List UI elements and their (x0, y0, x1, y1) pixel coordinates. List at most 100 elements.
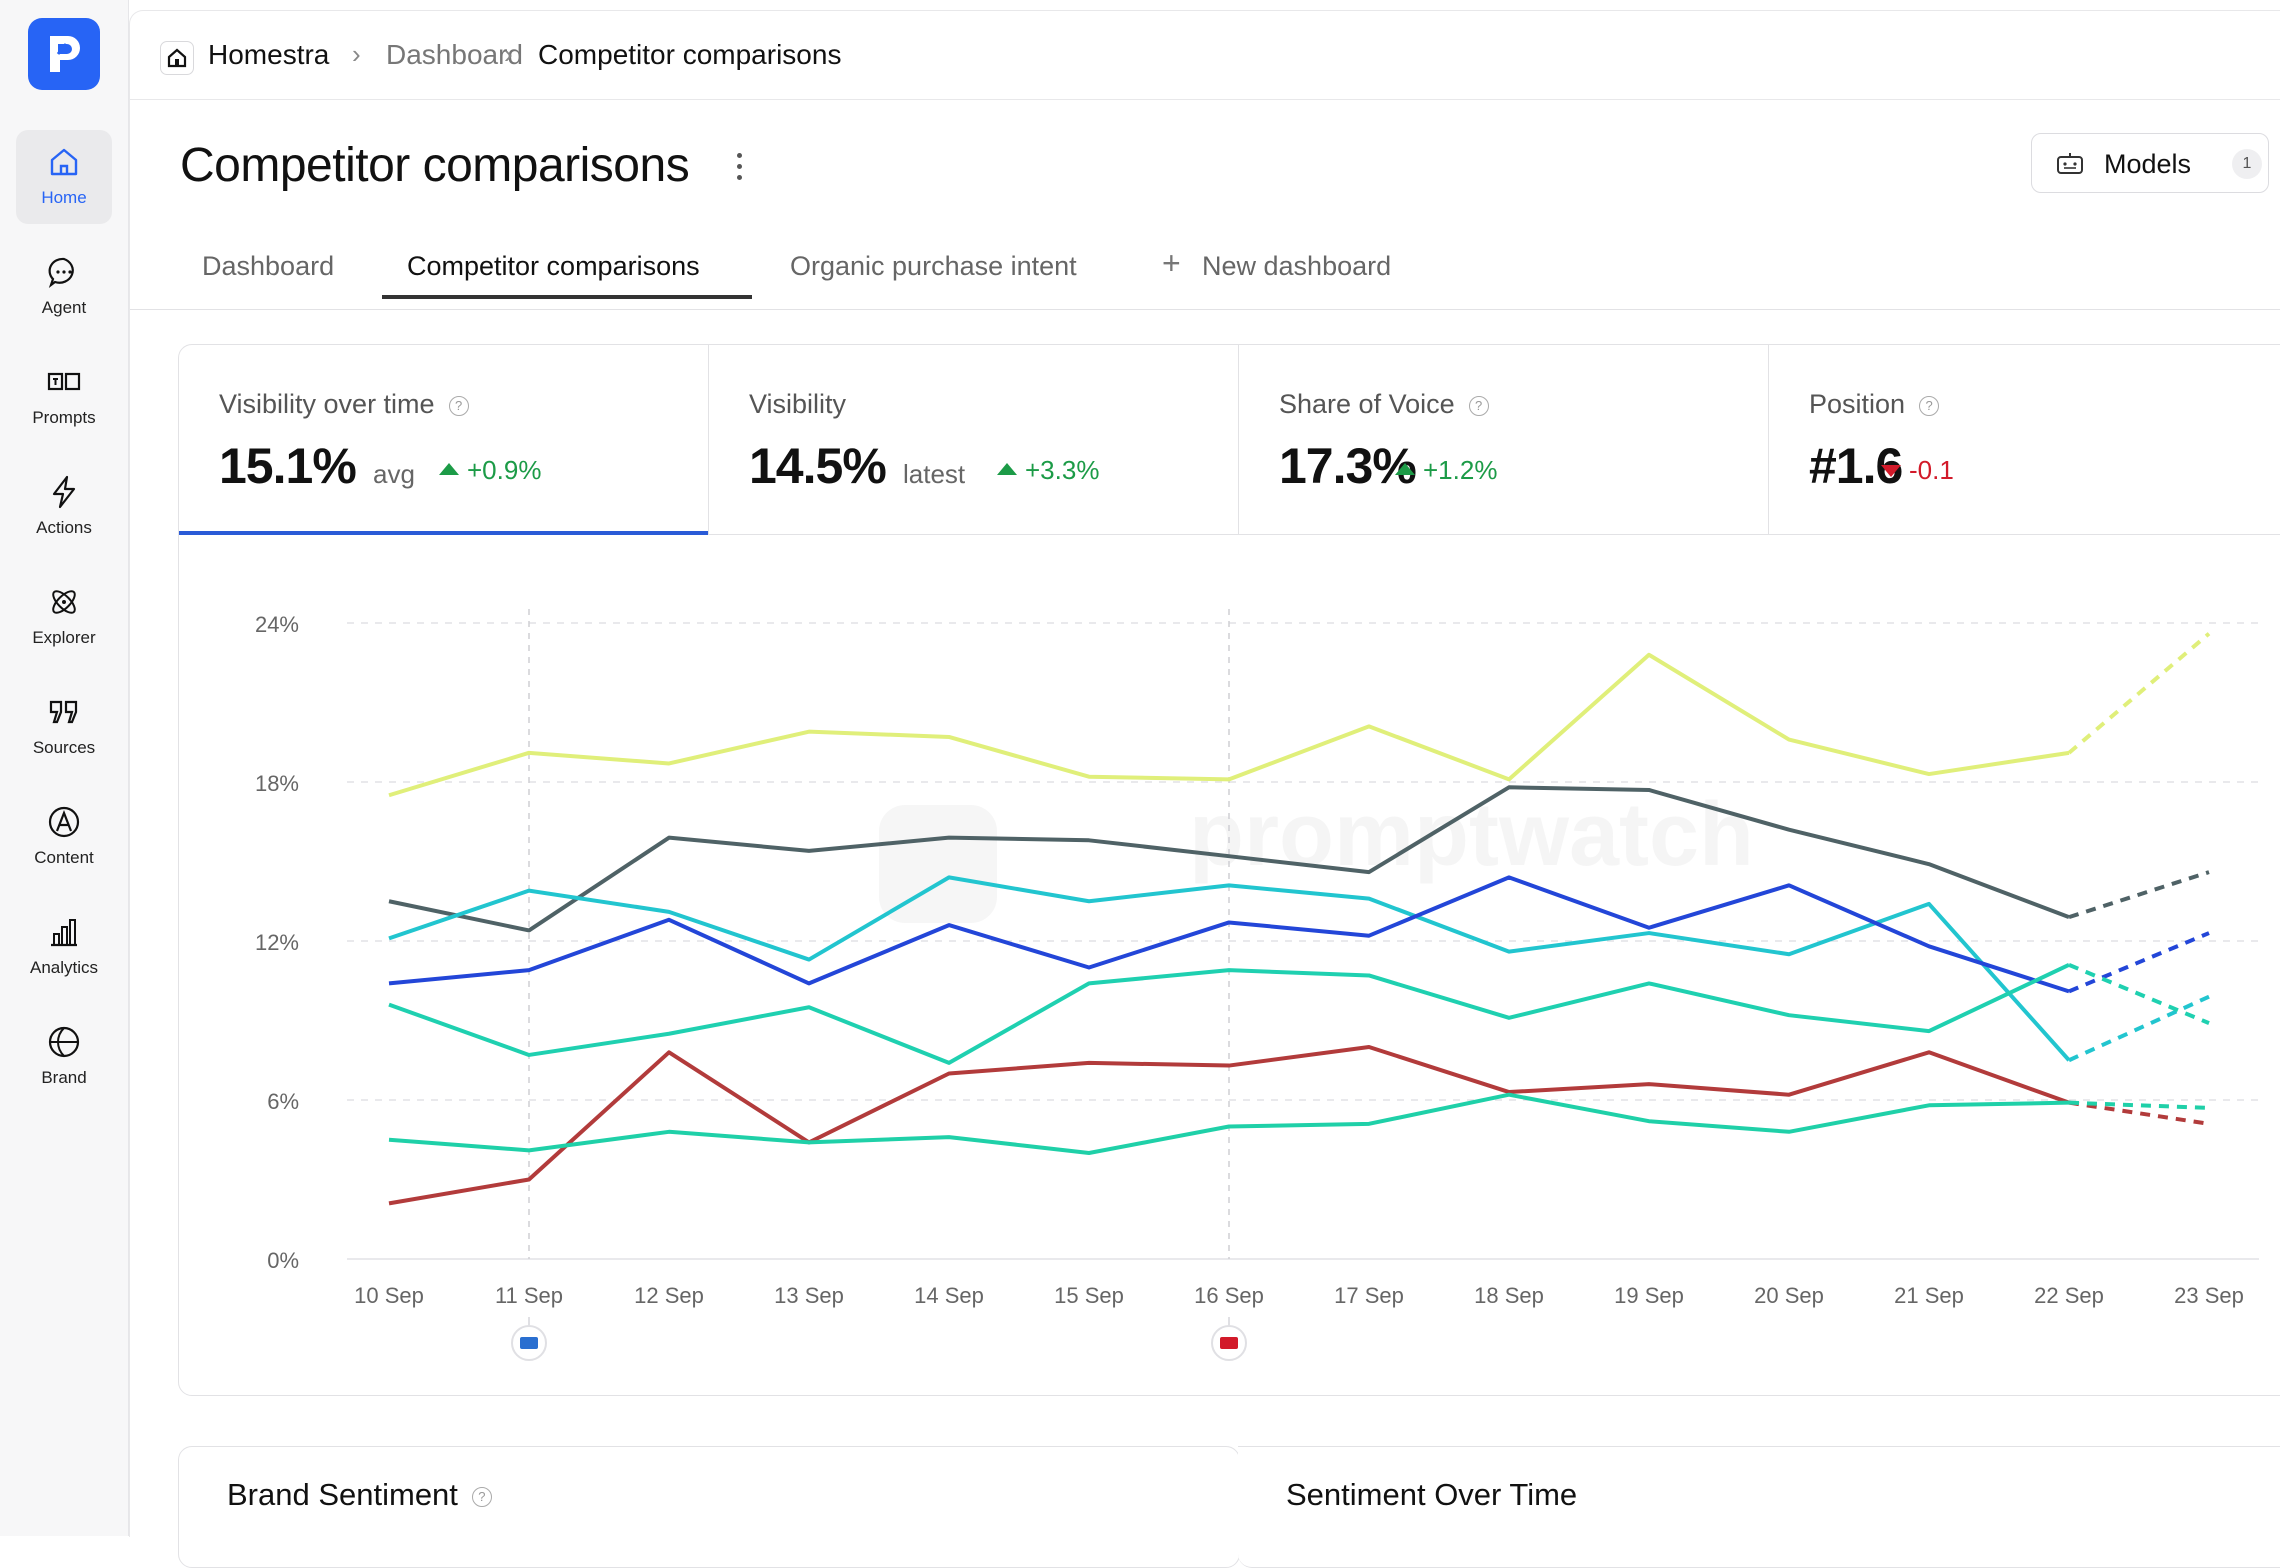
x-tick-label: 21 Sep (1894, 1283, 1964, 1308)
app-logo[interactable] (28, 18, 100, 90)
series-projection-line (2067, 632, 2211, 755)
series-line (388, 1045, 2070, 1206)
sidebar-item-label: Actions (36, 518, 92, 537)
series-projection-line (2068, 994, 2210, 1063)
metric-delta: +3.3% (1025, 455, 1100, 485)
workspace-icon (160, 41, 194, 75)
sidebar-item-label: Home (41, 188, 87, 207)
series-projection-line (2068, 870, 2210, 920)
atom-icon (52, 590, 76, 614)
event-marker-flag-icon (1220, 1337, 1238, 1349)
series-projection-line (2068, 963, 2210, 1025)
y-tick-label: 12% (255, 930, 299, 955)
watermark-logo (879, 805, 997, 923)
chevron-right-icon: › (352, 39, 361, 69)
prompts-icon (47, 372, 81, 391)
series-projection-line (2068, 931, 2210, 994)
visibility-chart-card: Visibility over time? 15.1% avg +0.9% Vi… (178, 344, 2280, 1396)
sidebar-item-label: Content (34, 848, 94, 867)
sidebar-item-label: Prompts (32, 408, 96, 427)
metric-value: 17.3% (1279, 438, 1417, 494)
help-icon[interactable]: ? (471, 1487, 492, 1507)
lightning-icon (52, 475, 76, 509)
y-tick-label: 6% (267, 1089, 299, 1114)
trend-up-icon (1395, 463, 1415, 475)
globe-icon (48, 1026, 80, 1058)
breadcrumb-current: Competitor comparisons (538, 39, 842, 70)
tab-dashboard[interactable]: Dashboard (202, 251, 335, 281)
x-tick-label: 11 Sep (495, 1283, 563, 1308)
metric-value: 15.1% (219, 438, 357, 494)
sidebar-item-label: Agent (41, 298, 87, 317)
brand-sentiment-card: Brand Sentiment? (178, 1446, 1240, 1568)
sidebar-item-brand[interactable]: Brand (16, 1010, 112, 1104)
metric-label: Visibility (749, 389, 847, 419)
sidebar-item-label: Explorer (32, 628, 96, 647)
x-tick-label: 19 Sep (1614, 1283, 1684, 1308)
breadcrumb-section[interactable]: Dashboard (386, 39, 523, 70)
sidebar-item-actions[interactable]: Actions (16, 460, 112, 554)
chat-bubble-icon (48, 257, 74, 288)
metric-delta: -0.1 (1909, 455, 1954, 485)
x-tick-label: 23 Sep (2174, 1283, 2244, 1308)
x-tick-label: 18 Sep (1474, 1283, 1544, 1308)
metric-label: Position (1809, 389, 1906, 419)
sentiment-over-time-card: Sentiment Over Time (1238, 1446, 2280, 1568)
sidebar-item-agent[interactable]: Agent (16, 240, 112, 334)
sidebar-item-label: Sources (32, 738, 96, 757)
y-tick-label: 18% (255, 771, 299, 796)
series-line (388, 1092, 2070, 1155)
robot-icon (2057, 153, 2083, 174)
sidebar-item-home[interactable]: Home (16, 130, 112, 224)
x-tick-label: 13 Sep (774, 1283, 844, 1308)
metric-position[interactable]: Position? #1.6 -0.1 (1769, 345, 2280, 535)
series-line (388, 785, 2070, 933)
metric-sub: avg (373, 459, 415, 489)
help-icon[interactable]: ? (1919, 396, 1940, 416)
metric-delta: +1.2% (1423, 455, 1498, 485)
models-count-badge: 1 (2232, 149, 2262, 179)
series-line (388, 963, 2070, 1065)
bar-chart-icon (51, 919, 77, 947)
breadcrumb-workspace[interactable]: Homestra (208, 39, 330, 70)
sidebar-item-explorer[interactable]: Explorer (16, 570, 112, 664)
metric-sub: latest (903, 459, 966, 489)
series-projection-line (2068, 1100, 2210, 1110)
sidebar: Home Agent Prompts Actions Explorer Sour… (0, 0, 129, 1536)
plus-icon[interactable]: + (1162, 245, 1181, 281)
card-title: Sentiment Over Time (1286, 1477, 1578, 1512)
sidebar-item-sources[interactable]: Sources (16, 680, 112, 774)
breadcrumb: Homestra › Dashboard › Competitor compar… (130, 11, 2280, 100)
x-tick-label: 10 Sep (354, 1283, 424, 1308)
tab-organic-purchase-intent[interactable]: Organic purchase intent (790, 251, 1077, 281)
home-icon (50, 148, 78, 176)
x-tick-label: 20 Sep (1754, 1283, 1824, 1308)
metric-visibility[interactable]: Visibility 14.5% latest +3.3% (709, 345, 1239, 535)
metric-visibility-over-time[interactable]: Visibility over time? 15.1% avg +0.9% (179, 345, 709, 535)
metric-share-of-voice[interactable]: Share of Voice? 17.3% +1.2% (1239, 345, 1769, 535)
x-tick-label: 17 Sep (1334, 1283, 1404, 1308)
help-icon[interactable]: ? (1468, 396, 1489, 416)
sidebar-item-analytics[interactable]: Analytics (16, 900, 112, 994)
active-tab-indicator (382, 295, 752, 299)
x-tick-label: 14 Sep (914, 1283, 984, 1308)
y-tick-label: 24% (255, 612, 299, 637)
tab-new-dashboard[interactable]: New dashboard (1202, 251, 1392, 281)
watermark-text: promptwatch (1189, 785, 1754, 885)
metric-label: Share of Voice (1279, 389, 1455, 419)
x-tick-label: 16 Sep (1194, 1283, 1264, 1308)
models-button[interactable]: Models 1 (2031, 133, 2269, 193)
sidebar-item-content[interactable]: Content (16, 790, 112, 884)
more-options-icon[interactable] (733, 149, 745, 185)
help-icon[interactable]: ? (448, 396, 469, 416)
sidebar-item-prompts[interactable]: Prompts (16, 350, 112, 444)
x-tick-label: 12 Sep (634, 1283, 704, 1308)
x-tick-label: 22 Sep (2034, 1283, 2104, 1308)
tab-competitor-comparisons[interactable]: Competitor comparisons (407, 251, 700, 281)
series-line (388, 875, 2070, 994)
visibility-line-chart: promptwatch 0% 6% 12% 18% 24% 10 Sep 11 Sep 12 S… (255, 609, 2259, 1361)
sidebar-item-label: Brand (41, 1068, 87, 1087)
quote-icon (49, 700, 78, 724)
series-projection-line (2068, 1100, 2210, 1126)
models-label: Models (2104, 149, 2192, 179)
